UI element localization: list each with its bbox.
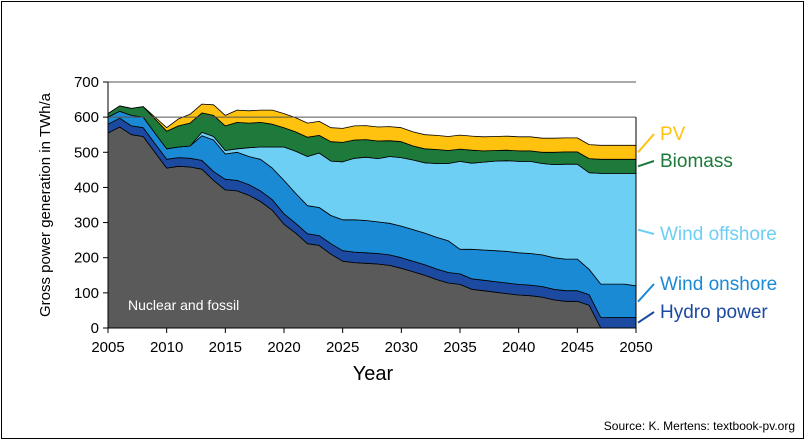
x-tick-label: 2005 (91, 339, 124, 356)
y-tick-label: 600 (74, 109, 99, 126)
y-axis-title: Gross power generation in TWh/a (37, 92, 54, 317)
area-layers (107, 103, 637, 329)
x-axis-title: Year (353, 363, 394, 385)
legend-label-wind-offshore: Wind offshore (660, 224, 777, 245)
legend-label-wind-onshore: Wind onshore (660, 274, 777, 295)
axes (107, 82, 637, 329)
x-tick-label: 2030 (385, 339, 418, 356)
x-tick-label: 2035 (443, 339, 476, 356)
legend-label-pv: PV (660, 124, 686, 145)
x-tick-label: 2020 (267, 339, 300, 356)
legend-label-biomass: Biomass (660, 151, 733, 172)
x-tick-label: 2015 (209, 339, 242, 356)
y-tick-label: 700 (74, 74, 99, 91)
legend-leader-pv (637, 133, 655, 153)
y-tick-labels: 0 100 200 300 400 500 600 700 (74, 74, 108, 337)
x-tick-labels: 2005 2010 2015 2020 2025 2030 2035 2040 2045 2050 (91, 328, 653, 356)
legend-leader-hydro-power (637, 311, 655, 324)
x-tick-label: 2050 (619, 339, 652, 356)
y-tick-label: 300 (74, 215, 99, 232)
source-credit: Source: K. Mertens: textbook-pv.org (603, 419, 795, 433)
nuclear-fossil-annotation: Nuclear and fossil (128, 297, 239, 313)
legend: PV Biomass Wind offshore Wind onshore Hydro … (637, 124, 777, 324)
x-tick-label: 2040 (502, 339, 535, 356)
x-tick-label: 2010 (150, 339, 183, 356)
y-tick-label: 200 (74, 250, 99, 267)
legend-leader-wind-offshore (637, 228, 655, 235)
gridlines (108, 81, 636, 118)
legend-label-hydro-power: Hydro power (660, 302, 768, 323)
x-tick-label: 2025 (326, 339, 359, 356)
y-tick-label: 0 (91, 320, 99, 337)
x-tick-label: 2045 (561, 339, 594, 356)
y-tick-label: 500 (74, 144, 99, 161)
y-tick-label: 400 (74, 179, 99, 196)
y-tick-label: 100 (74, 285, 99, 302)
legend-leader-biomass (637, 160, 655, 168)
legend-leader-wind-onshore (637, 283, 655, 303)
